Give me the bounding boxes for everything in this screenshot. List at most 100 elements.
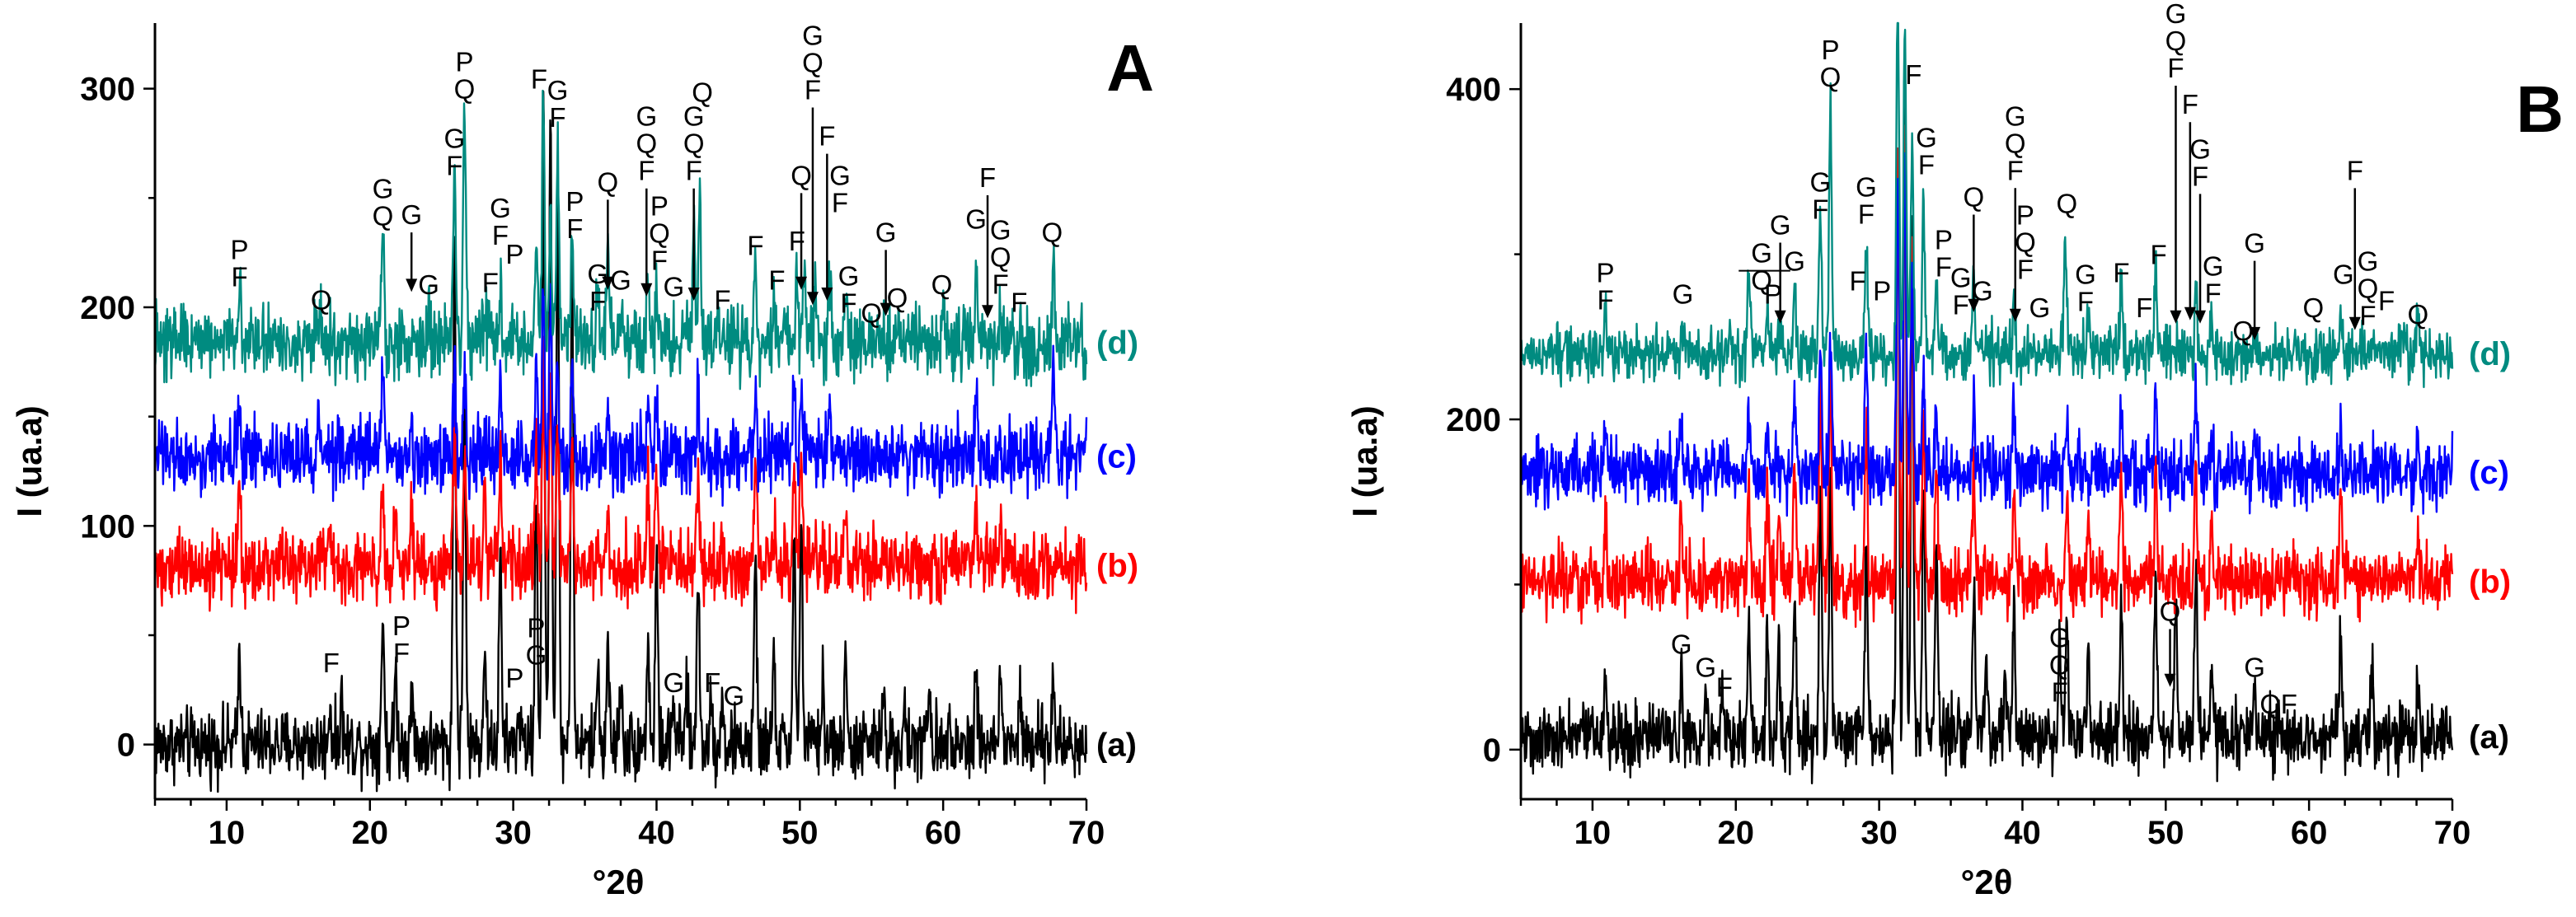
panel-a-peak-annotation: G (724, 681, 745, 711)
panel-a-peak-annotation: F (482, 267, 499, 297)
panel-a-annotation-arrowhead (806, 292, 819, 306)
panel-a-x-tick-label: 70 (1068, 815, 1105, 851)
panel-a-annotation-arrowhead (406, 278, 418, 292)
panel-b-series-a-line (1519, 77, 2454, 784)
panel-a-peak-annotation: P (505, 239, 523, 269)
panel-a-y-tick-label: 300 (80, 72, 135, 108)
panel-a-peak-annotation: Q (931, 269, 953, 300)
panel-b-series-b-line (1519, 124, 2454, 629)
panel-b-peak-annotation: F (2113, 258, 2129, 288)
panel-b-annotation-arrowhead (2184, 306, 2196, 320)
panel-a-x-tick-label: 10 (209, 815, 246, 851)
panel-b-annotation-arrowhead (2170, 310, 2182, 324)
panel-a-peak-annotation: G (610, 265, 631, 296)
panel-b-annotation-arrowhead (2009, 308, 2021, 322)
panel-a-annotation-arrowhead (821, 287, 833, 301)
panel-a-series-label: (d) (1096, 325, 1138, 361)
panel-b-x-tick-label: 60 (2291, 815, 2328, 851)
panel-b-peak-annotation: F (2347, 155, 2363, 185)
panel-a-peak-annotation: F (819, 121, 835, 152)
panel-b-annotation-arrowhead (1774, 310, 1786, 324)
panel-b-series-label: (b) (2469, 564, 2511, 600)
panel-b-annotation-arrowhead (2348, 316, 2361, 330)
panel-b-peak-annotation: Q (2160, 597, 2181, 627)
panel-b-peak-annotation: F (2182, 89, 2198, 119)
panel-a-series-label: (c) (1096, 438, 1137, 475)
panel-b-peak-annotation: Q (2259, 689, 2281, 719)
panel-b-series-label: (a) (2469, 719, 2509, 756)
panel-b-peak-annotation: G (1972, 276, 1993, 306)
panel-a-peak-annotation: Q (598, 166, 619, 197)
panel-a-y-tick-label: 0 (117, 728, 135, 764)
panel-a-peak-annotation: Q (791, 160, 812, 190)
panel-a-peak-annotation: P (505, 663, 523, 694)
panel-b-y-tick-label: 200 (1446, 402, 1501, 438)
panel-a-series-a-line (153, 90, 1088, 793)
panel-b-peak-annotation: F (1849, 266, 1865, 297)
panel-b-peak-annotation: G (2244, 653, 2265, 683)
panel-a-series-label: (b) (1096, 548, 1138, 584)
panel-a-series-label: (a) (1096, 728, 1137, 764)
panel-a-annotation-arrowhead (640, 283, 653, 297)
panel-b-peak-annotation: G (1673, 279, 1694, 310)
panel-b-annotation-arrowhead (2164, 673, 2176, 687)
panel-a-peak-annotation: Q (861, 298, 882, 329)
panel-b-peak-annotation: Q (2232, 316, 2254, 346)
panel-a-annotation-arrowhead (602, 276, 614, 290)
panel-a-annotation-arrowhead (795, 276, 808, 290)
panel-b-y-tick-label: 400 (1446, 72, 1501, 108)
panel-a-peak-annotation: F (789, 226, 805, 256)
panel-b-peak-annotation: F (2378, 286, 2395, 316)
panel-b-annotation-arrowhead (2194, 310, 2207, 324)
panel-a-series-d-line (153, 89, 1088, 391)
panel-a-y-tick-label: 100 (80, 508, 135, 545)
panel-a-series-b-line (153, 335, 1088, 615)
panel-a-peak-annotation: F (714, 285, 730, 316)
panel-b-peak-annotation: F (2151, 240, 2167, 270)
panel-b-peak-annotation: P (1873, 276, 1891, 306)
panel-b-peak-annotation: G (1770, 210, 1791, 241)
panel-a-peak-annotation: G (401, 199, 422, 230)
panel-b-peak-annotation: Q (2407, 299, 2428, 330)
panel-a-series-c-line (153, 283, 1088, 508)
panel-a-peak-annotation: Q (1041, 217, 1063, 247)
panel-a-peak-annotation: Q (311, 285, 332, 316)
panel-b-peak-annotation: F (2281, 689, 2297, 719)
panel-b-series-c-line (1519, 152, 2454, 517)
panel-a-annotation-arrowhead (982, 305, 994, 319)
panel-a-xlabel: °2θ (593, 863, 645, 901)
panel-a-peak-annotation: F (979, 162, 996, 193)
panel-b-y-tick-label: 0 (1483, 732, 1501, 769)
panel-a-annotation-arrowhead (880, 302, 892, 316)
panel-a-peak-annotation: F (704, 667, 720, 698)
panel-b-x-tick-label: 20 (1718, 815, 1755, 851)
panel-b-peak-annotation: F (1716, 672, 1733, 703)
panel-a-ylabel: I (ua.a) (10, 405, 49, 517)
panel-b-xlabel: °2θ (1961, 863, 2013, 901)
panel-b-peak-annotation: G (1695, 653, 1716, 683)
panel-b-peak-annotation: F (1905, 59, 1921, 90)
panel-a-peak-annotation: Q (887, 283, 908, 313)
panel-b-peak-annotation: G (2029, 292, 2050, 323)
panel-b-x-tick-label: 10 (1574, 815, 1612, 851)
panel-a-x-tick-label: 60 (925, 815, 962, 851)
panel-a-peak-annotation: F (323, 648, 340, 678)
